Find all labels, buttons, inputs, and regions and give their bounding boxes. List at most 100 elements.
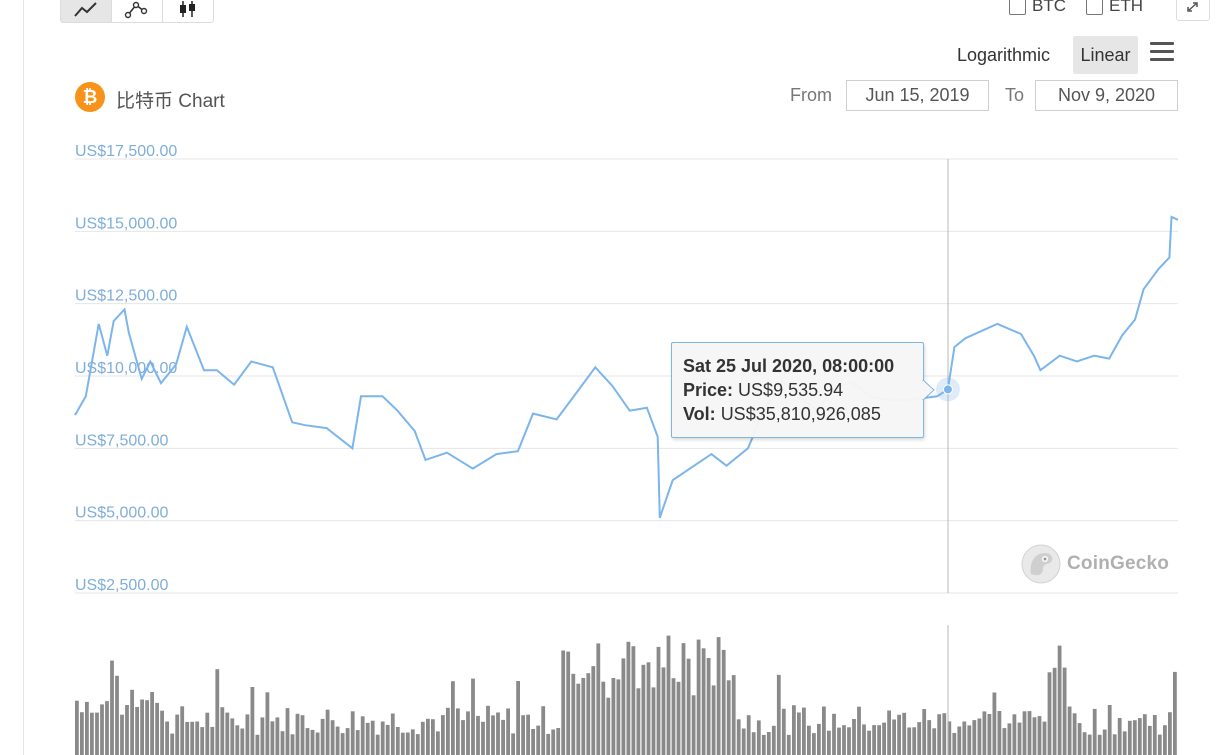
volume-bar [150, 692, 154, 755]
volume-bar [380, 721, 385, 755]
volume-bar [511, 733, 515, 755]
volume-bar [1062, 667, 1067, 755]
volume-bar [661, 667, 666, 755]
volume-bar [90, 712, 94, 755]
to-date-input[interactable]: Nov 9, 2020 [1035, 80, 1178, 111]
volume-bar [892, 719, 896, 755]
hamburger-menu-icon[interactable] [1148, 40, 1176, 64]
volume-bar [541, 706, 546, 755]
volume-bar [571, 673, 576, 755]
volume-bar [1137, 718, 1142, 755]
hover-point [942, 384, 953, 395]
volume-bar [501, 719, 505, 755]
volume-bar [476, 715, 480, 755]
chart-title: 比特币 Chart [116, 91, 225, 112]
volume-bar [245, 714, 250, 755]
volume-bar [190, 721, 195, 755]
volume-bar [531, 729, 535, 755]
volume-bar [711, 685, 716, 755]
volume-bar [215, 669, 220, 755]
logarithmic-scale-button[interactable]: Logarithmic [957, 45, 1051, 65]
candlestick-chart-button[interactable] [163, 0, 213, 22]
volume-bar [385, 724, 390, 755]
volume-bar [566, 651, 571, 755]
tooltip-pointer [922, 380, 935, 400]
volume-bar [325, 709, 330, 755]
volume-bar [295, 713, 300, 755]
volume-bar [1107, 705, 1112, 755]
volume-bar [887, 710, 891, 755]
volume-bar [656, 646, 661, 755]
volume-bar [561, 650, 566, 755]
volume-bar [997, 711, 1002, 755]
from-date-input[interactable]: Jun 15, 2019 [846, 80, 989, 111]
volume-bar [451, 681, 455, 755]
volume-bar [1072, 713, 1077, 755]
volume-bar [270, 721, 275, 755]
fullscreen-button[interactable] [1176, 0, 1210, 21]
volume-bar [195, 721, 200, 755]
volume-bar [300, 715, 305, 755]
gecko-logo-icon [1021, 544, 1061, 584]
volume-bar [275, 717, 280, 755]
volume-bar [641, 664, 646, 755]
volume-bar [1142, 714, 1147, 755]
volume-bar [686, 658, 691, 755]
volume-bar [1097, 734, 1102, 755]
volume-bar [1092, 708, 1097, 755]
volume-bar [832, 713, 836, 755]
volume-bar [305, 728, 310, 755]
volume-bar [1102, 729, 1107, 755]
volume-bar [852, 719, 856, 755]
volume-bar [797, 712, 801, 755]
volume-bar [902, 712, 907, 755]
volume-bar [716, 637, 721, 755]
volume-bar [847, 727, 851, 755]
volume-bar [1152, 715, 1157, 755]
ohlc-chart-button[interactable] [112, 0, 163, 22]
volume-bar [631, 646, 636, 755]
linear-scale-button[interactable]: Linear [1073, 36, 1138, 74]
volume-bar [1037, 716, 1042, 755]
volume-bar [1163, 725, 1167, 755]
volume-bar [937, 714, 942, 755]
volume-bar [265, 692, 270, 755]
volume-bar [1132, 720, 1137, 755]
volume-bar [491, 715, 495, 755]
volume-bar [80, 712, 84, 755]
compare-btc-checkbox[interactable]: BTC [1009, 0, 1066, 16]
line-chart-button[interactable] [61, 0, 112, 22]
volume-bar [486, 705, 490, 755]
volume-bar [526, 714, 530, 755]
volume-bar [350, 711, 355, 755]
volume-bar [1082, 732, 1087, 755]
volume-bar [621, 658, 626, 755]
volume-bar [776, 674, 781, 755]
compare-eth-checkbox[interactable]: ETH [1086, 0, 1143, 16]
volume-bar [1032, 717, 1037, 755]
price-series-line [74, 215, 1179, 519]
volume-bar [882, 722, 886, 755]
volume-bar [280, 731, 285, 755]
y-tick-label: US$5,000.00 [75, 505, 169, 522]
volume-bar [130, 689, 134, 755]
volume-bar [817, 723, 821, 755]
volume-bar [340, 733, 345, 755]
volume-bar [400, 732, 405, 755]
volume-bar [426, 718, 430, 755]
volume-bar [681, 643, 686, 755]
y-tick-label: US$17,500.00 [75, 143, 177, 160]
volume-bar [436, 731, 440, 755]
volume-bar [897, 714, 901, 755]
volume-bar [1157, 734, 1162, 755]
volume-bar [927, 720, 932, 755]
volume-bar [987, 714, 992, 755]
volume-bar [1052, 667, 1057, 755]
volume-bar [877, 725, 881, 755]
volume-bar [771, 725, 776, 755]
volume-bar [225, 712, 230, 755]
volume-bar [822, 706, 826, 755]
tooltip-price-label: Price: [683, 380, 734, 400]
y-tick-label: US$12,500.00 [75, 288, 177, 305]
